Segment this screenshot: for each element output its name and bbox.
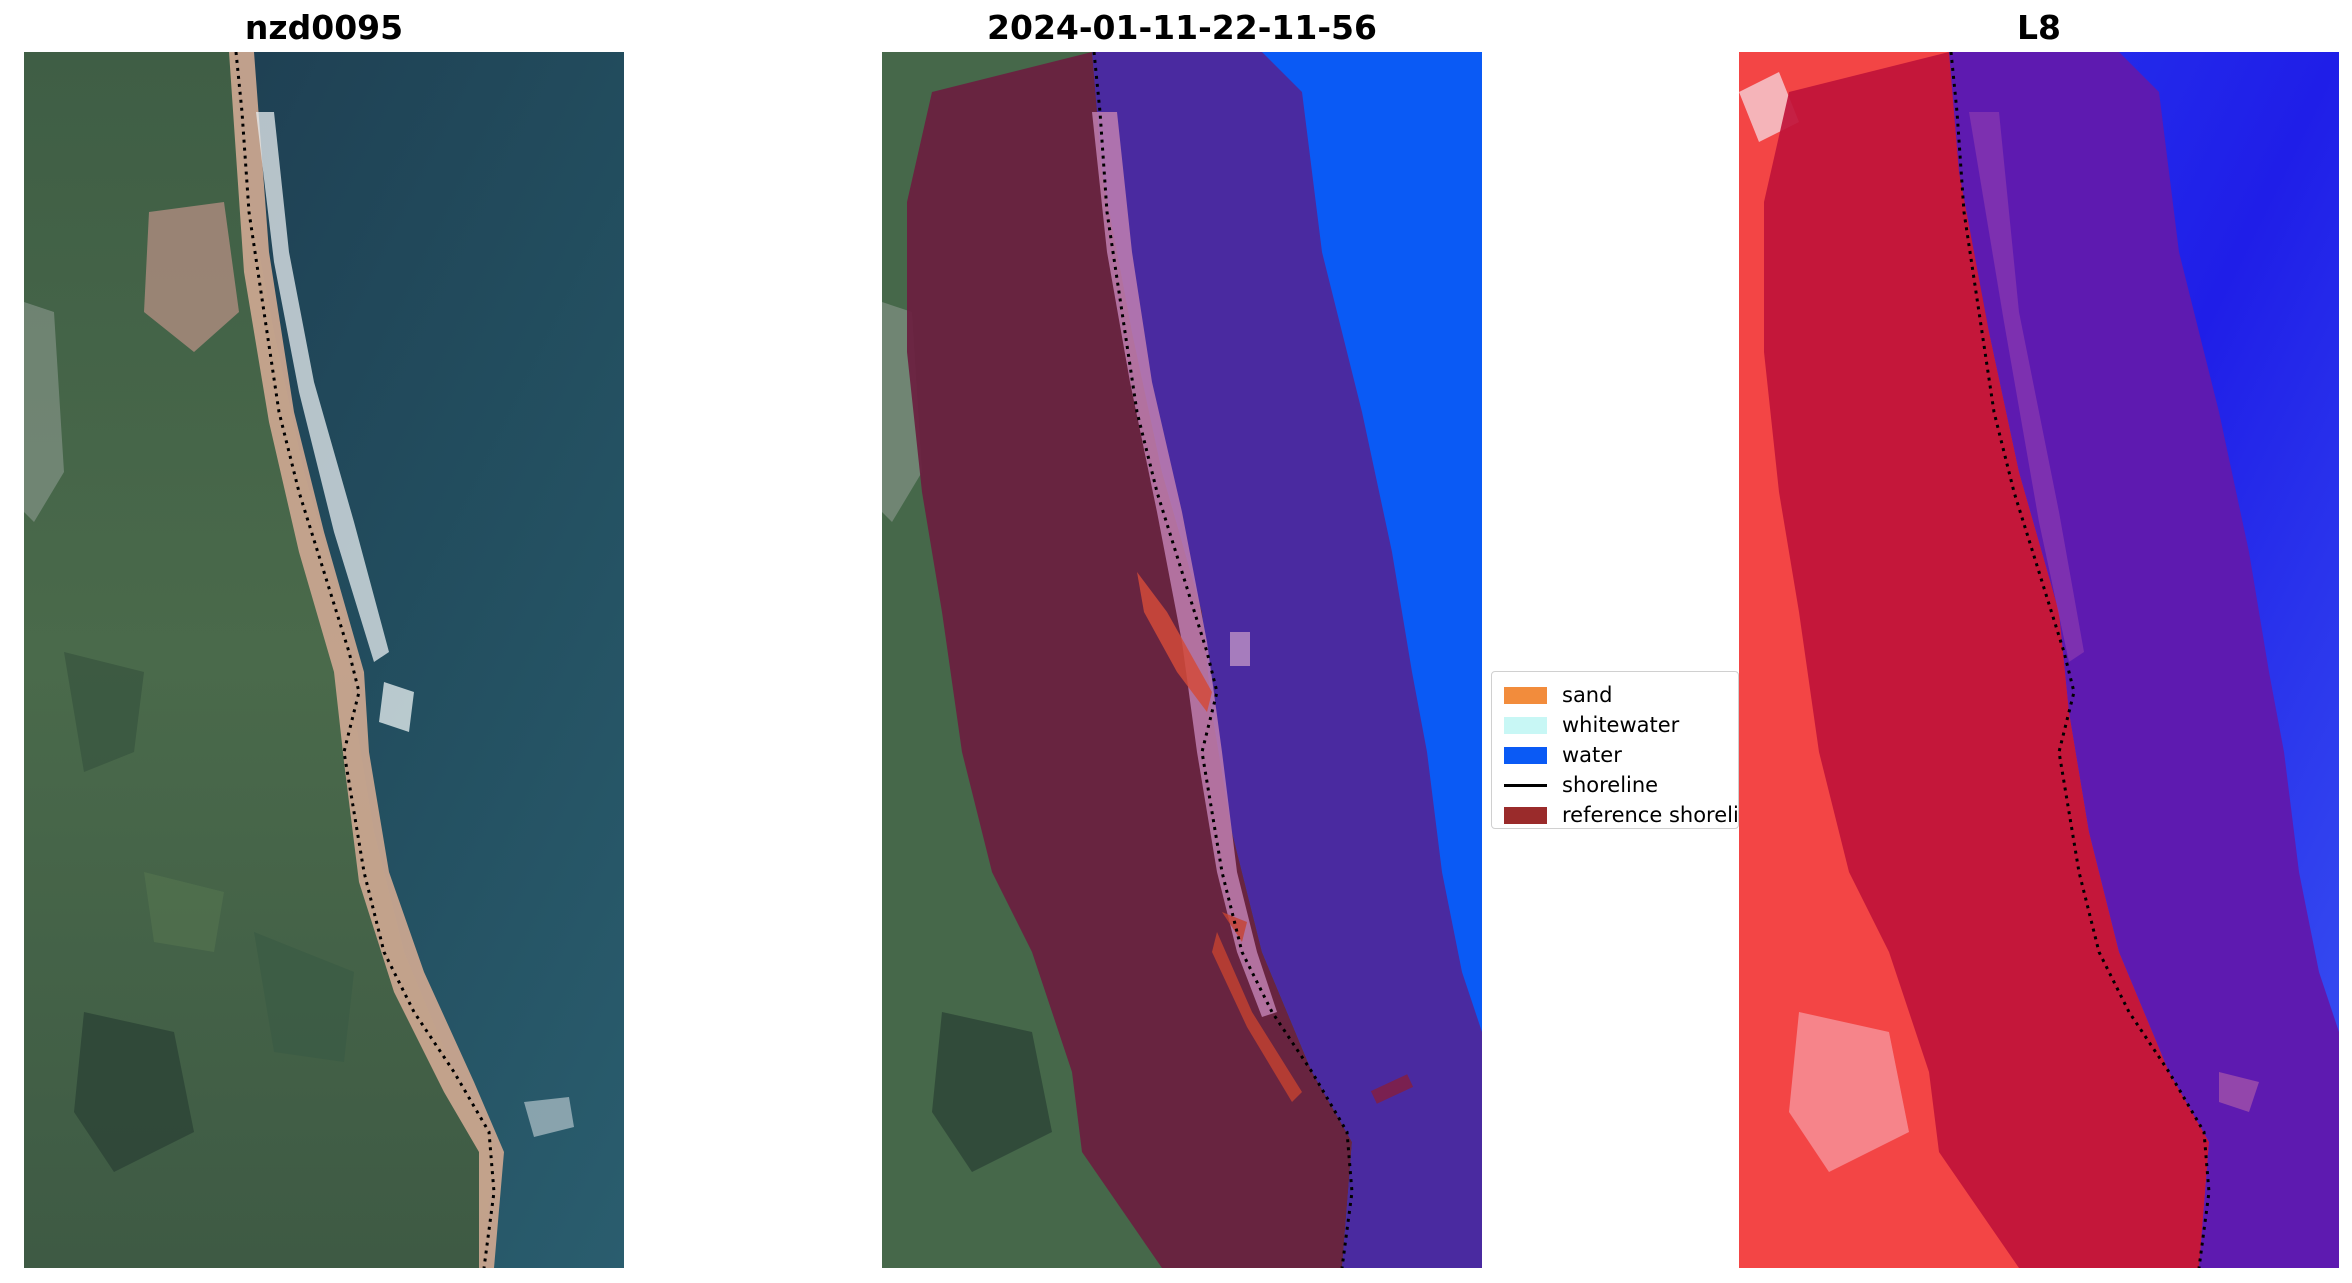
whitewater-swatch (1504, 716, 1547, 734)
legend-label-whitewater: whitewater (1562, 713, 1680, 737)
shoreline-line-swatch (1504, 783, 1547, 787)
classified-image (882, 52, 1482, 1268)
panel-title-index: L8 (2017, 8, 2061, 47)
legend-label-sand: sand (1562, 683, 1613, 707)
legend-label-reference-shoreline: reference shoreline buffer (1562, 803, 1739, 827)
legend-entry-water: water (1504, 742, 1622, 768)
legend: sand whitewater water shoreline referenc… (1491, 671, 1739, 829)
panel-title-classified: 2024-01-11-22-11-56 (987, 8, 1377, 47)
water-index-image (1739, 52, 2339, 1268)
water-swatch (1504, 746, 1547, 764)
sand-swatch (1504, 686, 1547, 704)
panel-title-rgb: nzd0095 (244, 8, 404, 47)
legend-entry-whitewater: whitewater (1504, 712, 1679, 738)
legend-entry-shoreline: shoreline (1504, 772, 1658, 798)
legend-entry-sand: sand (1504, 682, 1612, 708)
reference-shoreline-swatch (1504, 806, 1547, 824)
legend-label-water: water (1562, 743, 1622, 767)
legend-label-shoreline: shoreline (1562, 773, 1659, 797)
legend-entry-reference-shoreline: reference shoreline buffer (1504, 802, 1739, 828)
rgb-satellite-image (24, 52, 624, 1268)
